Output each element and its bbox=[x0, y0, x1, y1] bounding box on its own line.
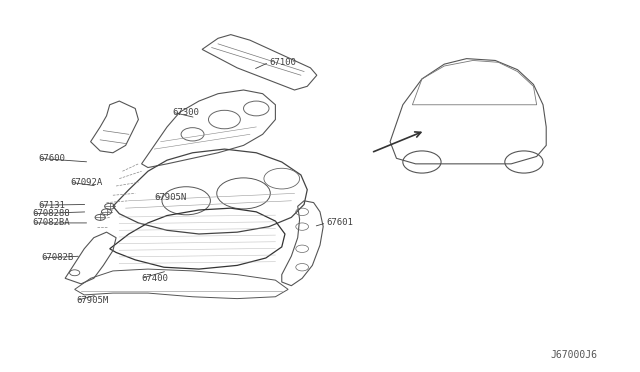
Text: J67000J6: J67000J6 bbox=[550, 350, 597, 359]
Text: 67600: 67600 bbox=[38, 154, 65, 163]
Text: 6708288: 6708288 bbox=[32, 209, 70, 218]
Text: 67100: 67100 bbox=[269, 58, 296, 67]
Text: 67300: 67300 bbox=[172, 108, 199, 117]
Text: 67601: 67601 bbox=[326, 218, 353, 227]
Text: 67131: 67131 bbox=[38, 201, 65, 210]
Text: 67082B: 67082B bbox=[41, 253, 73, 263]
Text: 67400: 67400 bbox=[141, 274, 168, 283]
Text: 67082BA: 67082BA bbox=[32, 218, 70, 227]
Text: 67092A: 67092A bbox=[70, 178, 102, 187]
Text: 67905M: 67905M bbox=[77, 296, 109, 305]
Text: 67905N: 67905N bbox=[154, 193, 187, 202]
